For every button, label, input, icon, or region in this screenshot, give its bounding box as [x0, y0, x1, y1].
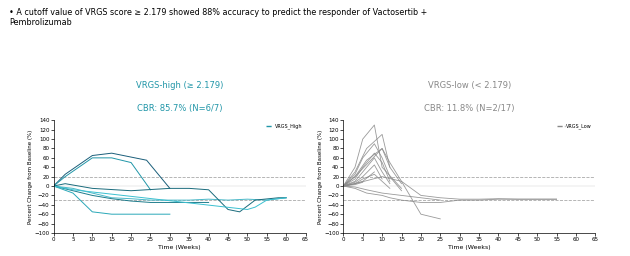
Legend: VRGS_High: VRGS_High [265, 123, 303, 130]
Text: • A cutoff value of VRGS score ≥ 2.179 showed 88% accuracy to predict the respon: • A cutoff value of VRGS score ≥ 2.179 s… [9, 8, 428, 27]
Text: CBR: 85.7% (N=6/7): CBR: 85.7% (N=6/7) [137, 104, 222, 113]
Legend: VRGS_Low: VRGS_Low [556, 123, 593, 130]
X-axis label: Time (Weeks): Time (Weeks) [448, 245, 491, 250]
Y-axis label: Percent Change from Baseline (%): Percent Change from Baseline (%) [318, 130, 323, 224]
Text: VRGS-low (< 2.179): VRGS-low (< 2.179) [428, 81, 511, 90]
Y-axis label: Percent Change from Baseline (%): Percent Change from Baseline (%) [28, 130, 33, 224]
X-axis label: Time (Weeks): Time (Weeks) [158, 245, 201, 250]
Text: CBR: 11.8% (N=2/17): CBR: 11.8% (N=2/17) [424, 104, 515, 113]
Text: VRGS-high (≥ 2.179): VRGS-high (≥ 2.179) [136, 81, 223, 90]
